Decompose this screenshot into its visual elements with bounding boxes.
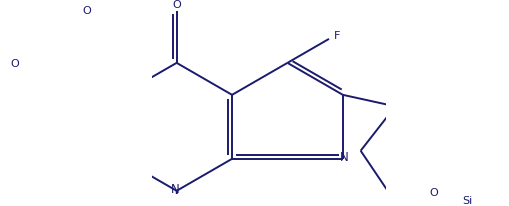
Text: O: O (172, 0, 181, 10)
Text: Si: Si (462, 196, 472, 206)
Text: N: N (171, 183, 179, 196)
Text: F: F (333, 31, 340, 41)
Text: O: O (82, 6, 92, 16)
Text: N: N (340, 151, 348, 164)
Text: O: O (429, 188, 438, 198)
Text: O: O (10, 59, 19, 69)
